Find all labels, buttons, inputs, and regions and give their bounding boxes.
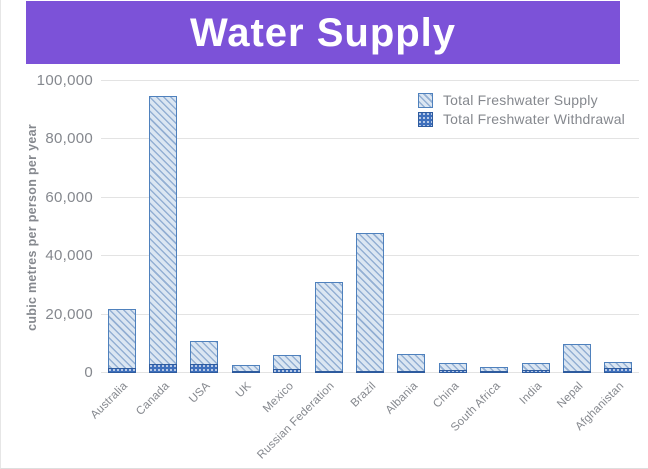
withdrawal-bar: [149, 363, 178, 373]
y-tick-label: 60,000: [45, 188, 93, 206]
withdrawal-bar: [604, 368, 633, 373]
withdrawal-bar: [107, 368, 136, 373]
y-axis-title: cubic metres per person per year: [23, 81, 41, 373]
supply-bar: [562, 344, 591, 373]
withdrawal-bar: [190, 363, 219, 373]
x-tick-label: Albania: [383, 380, 420, 417]
x-tick-label: Brazil: [348, 380, 379, 410]
y-tick-label: 80,000: [45, 130, 93, 148]
withdrawal-bar: [231, 371, 260, 373]
x-tick-label: Mexico: [260, 380, 296, 416]
x-tick-label: India: [517, 380, 545, 407]
chart-title: Water Supply: [189, 10, 457, 55]
y-tick-label: 100,000: [36, 72, 93, 89]
y-axis-title-text: cubic metres per person per year: [25, 123, 39, 331]
legend-label: Total Freshwater Withdrawal: [442, 111, 625, 127]
withdrawal-bar: [562, 371, 591, 373]
y-tick-label: 40,000: [45, 247, 93, 265]
bar-group: Albania: [383, 81, 432, 417]
bar-group: Brazil: [349, 81, 390, 410]
bar-group: Afghanistan: [574, 81, 639, 433]
bar-group: India: [515, 81, 556, 407]
supply-bar: [107, 308, 136, 373]
bar-series: Australia Canada USA UK Mexico Russian Federa…: [89, 81, 639, 462]
bar-group: South Africa: [449, 81, 515, 434]
bar-group: Canada: [134, 81, 183, 418]
x-tick-label: UK: [234, 380, 255, 401]
withdrawal-bar: [521, 369, 550, 373]
bar-group: Nepal: [555, 81, 597, 410]
withdrawal-bar: [356, 371, 385, 373]
legend-label: Total Freshwater Supply: [442, 92, 598, 108]
x-tick-label: Australia: [88, 380, 131, 422]
x-tick-label: USA: [187, 380, 213, 406]
bar-group: USA: [184, 81, 225, 406]
x-tick-label: China: [430, 380, 462, 411]
withdrawal-bar: [480, 371, 509, 373]
supply-swatch-icon: [417, 92, 433, 108]
supply-bar: [149, 95, 178, 373]
bar-group: UK: [225, 81, 266, 400]
supply-bar: [314, 282, 343, 373]
legend-item: Total Freshwater Supply: [417, 92, 625, 108]
withdrawal-bar: [273, 368, 302, 373]
gridline: [101, 138, 639, 140]
withdrawal-swatch-icon: [417, 111, 433, 127]
withdrawal-bar: [438, 370, 467, 373]
supply-bar: [356, 232, 385, 373]
legend-item: Total Freshwater Withdrawal: [417, 111, 625, 127]
withdrawal-bar: [314, 371, 343, 373]
bar-group: Australia: [89, 81, 142, 421]
legend: Total Freshwater Supply Total Freshwater …: [417, 92, 625, 130]
x-tick-label: Nepal: [555, 380, 586, 411]
plot-area: Total Freshwater Supply Total Freshwater …: [37, 72, 639, 462]
y-tick-label: 20,000: [45, 305, 93, 323]
bar-group: Mexico: [261, 81, 308, 415]
bar-group: China: [431, 81, 473, 410]
y-tick-label: 0: [84, 364, 93, 381]
gridline: [101, 80, 639, 81]
bar-group: Russian Federation: [256, 81, 349, 462]
chart-title-banner: Water Supply: [26, 1, 620, 64]
gridline: [101, 196, 639, 198]
x-tick-label: Canada: [133, 380, 172, 418]
withdrawal-bar: [397, 371, 426, 373]
x-tick-label: Russian Federation: [255, 380, 338, 462]
